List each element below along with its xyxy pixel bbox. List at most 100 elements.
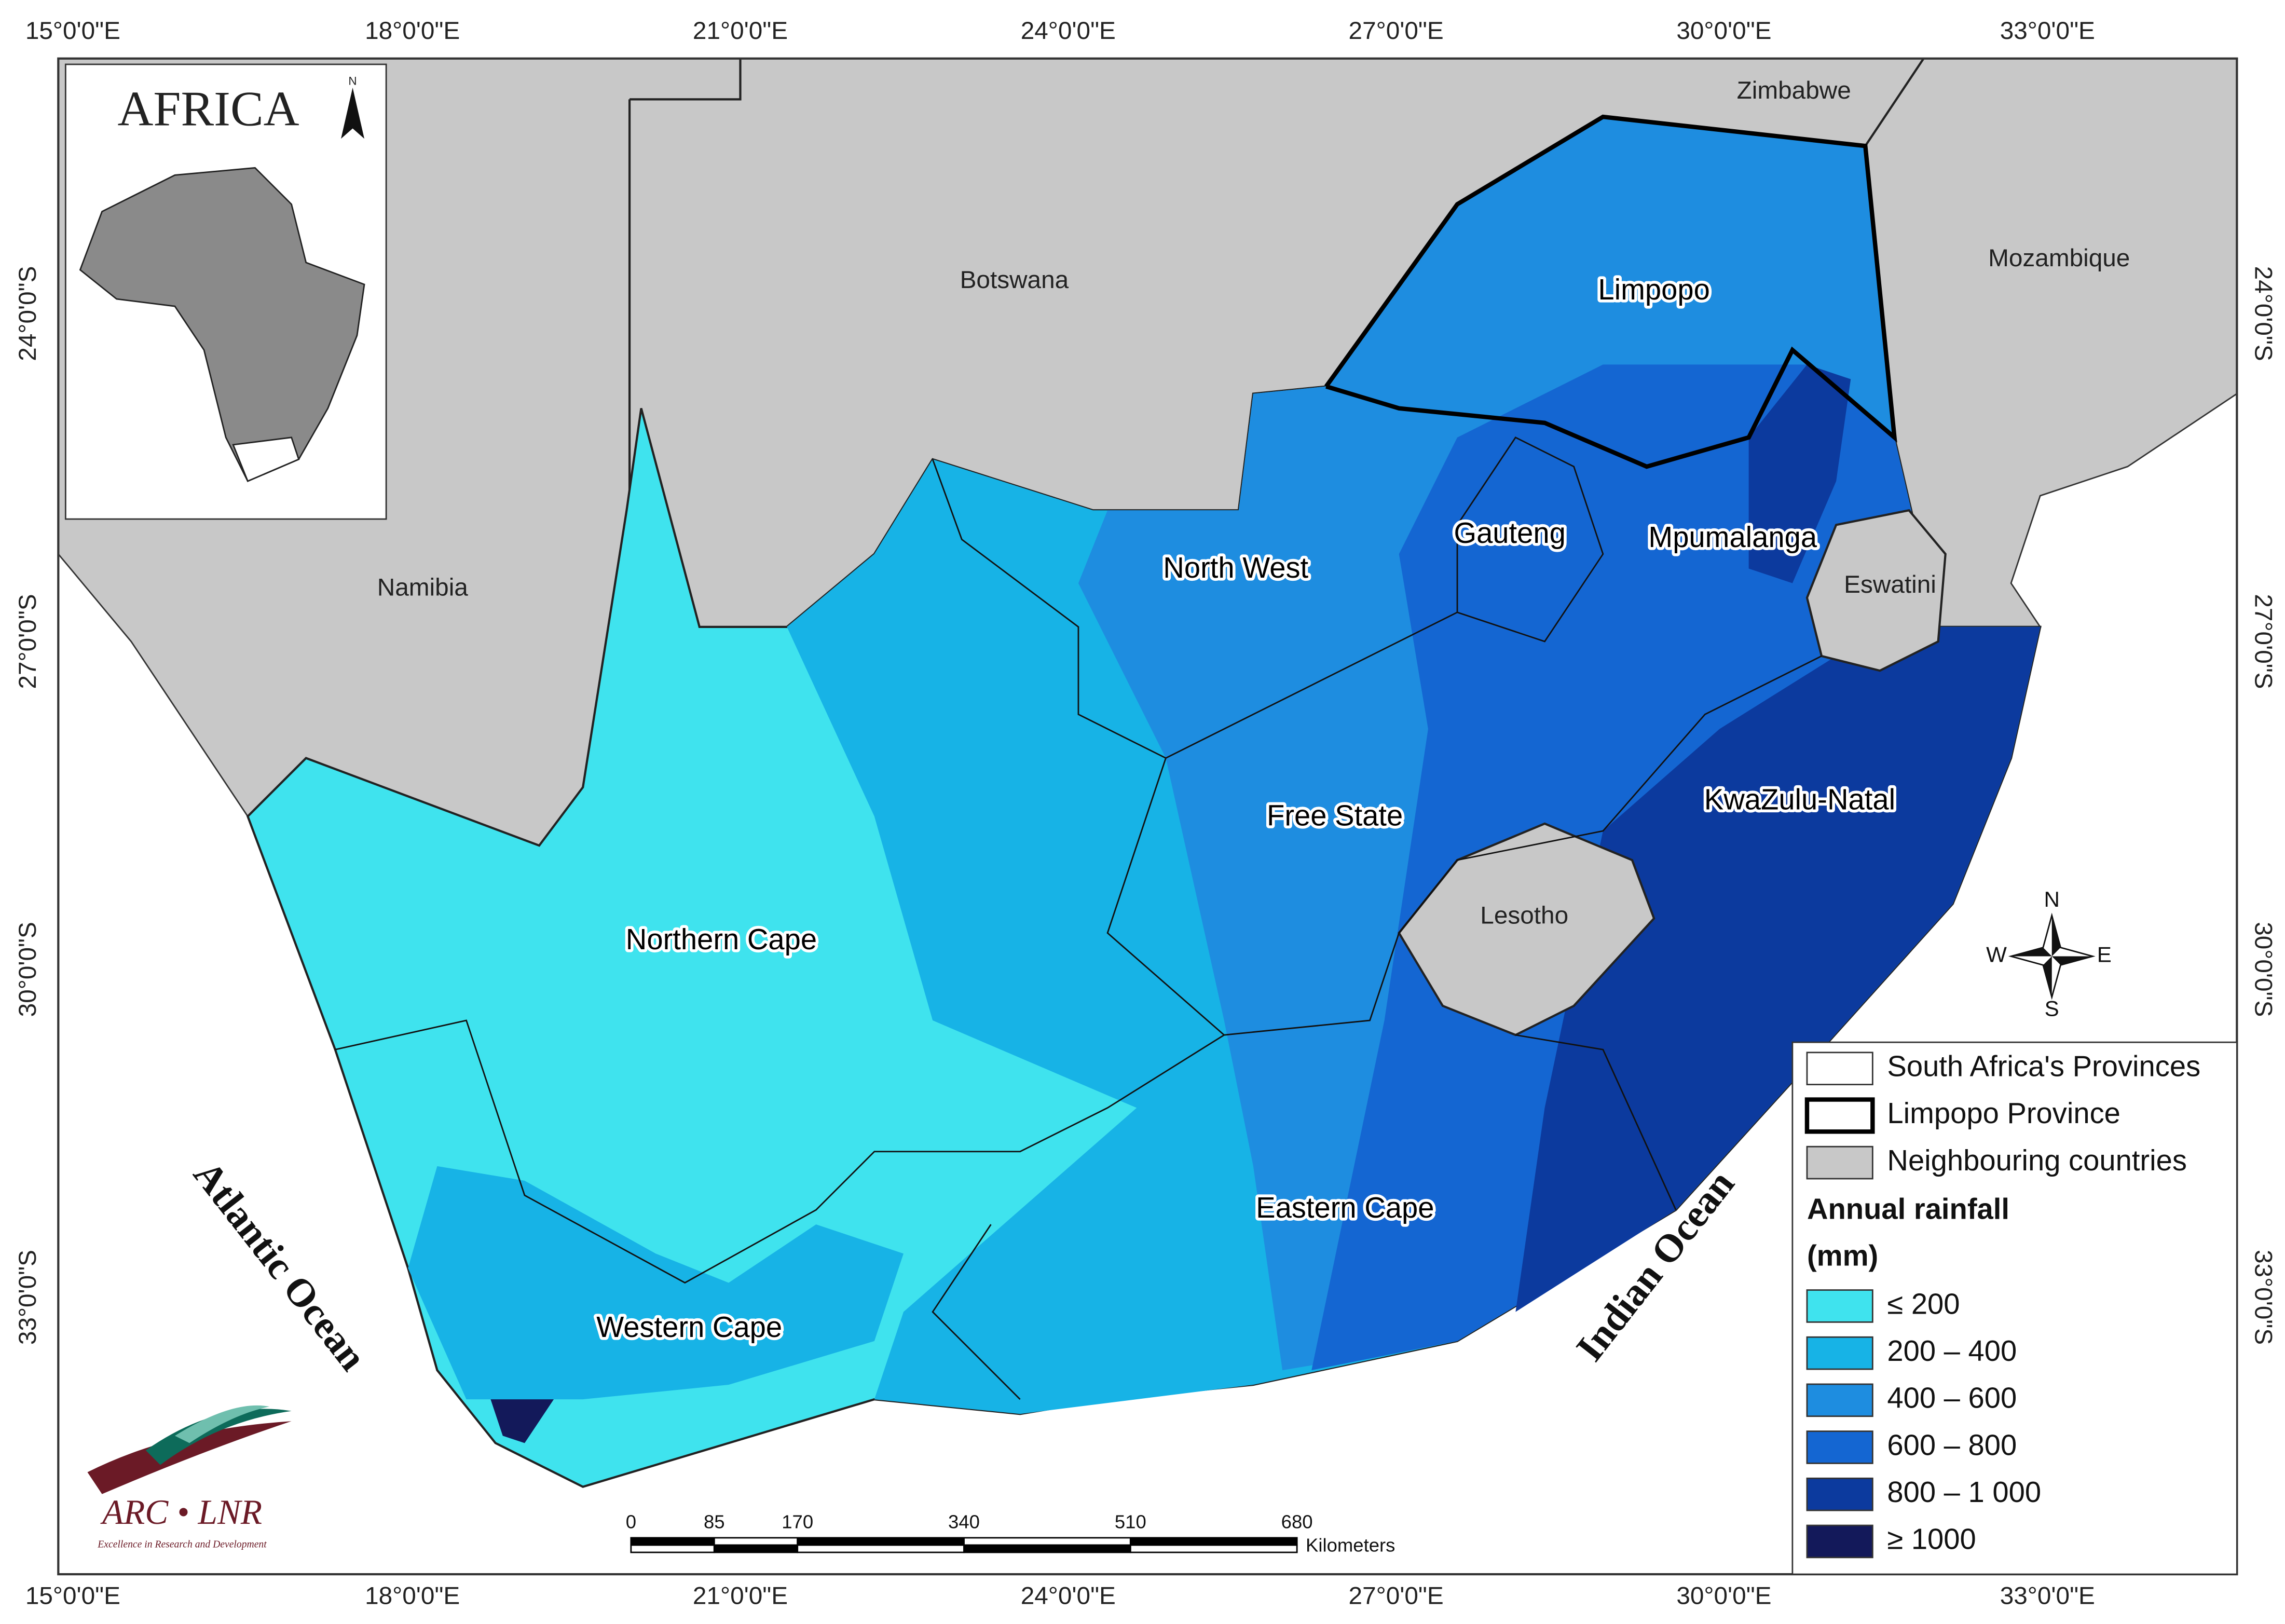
north-arrow (341, 87, 365, 139)
africa-shape (79, 167, 365, 482)
latitude-label: 33°0'0"S (2249, 1250, 2277, 1345)
latitude-label: 27°0'0"S (14, 594, 42, 689)
province-borders (335, 1019, 1225, 1284)
legend-swatch (1806, 1430, 1873, 1464)
province-label: North West (1163, 551, 1308, 584)
lesotho (1398, 822, 1655, 1036)
province-label: Northern Cape (626, 923, 817, 956)
country-label: Botswana (960, 266, 1069, 294)
rainfall-zone (408, 1166, 904, 1400)
country-label: Zimbabwe (1737, 77, 1851, 104)
province-borders (932, 436, 1604, 759)
country-label: Eswatini (1844, 571, 1936, 598)
province-label: Mpumalanga (1648, 521, 1817, 553)
longitude-label: 21°0'0"E (693, 1582, 788, 1610)
logo-name: ARC • LNR (100, 1493, 262, 1532)
legend-swatch (1806, 1524, 1873, 1559)
country-label: Mozambique (1988, 244, 2130, 272)
south-africa-inset (232, 436, 300, 482)
latitude-label: 24°0'0"S (2249, 266, 2277, 361)
latitude-label: 30°0'0"S (14, 922, 42, 1017)
legend-unit: (mm) (1807, 1239, 1878, 1272)
scale-label: 85 (704, 1511, 725, 1532)
legend-swatch (1806, 1052, 1873, 1086)
legend-label: 800 – 1 000 (1887, 1476, 2041, 1508)
eswatini (1805, 509, 1947, 672)
legend-label: 600 – 800 (1887, 1428, 2017, 1461)
province-borders (932, 1224, 1021, 1400)
longitude-label: 30°0'0"E (1676, 1582, 1771, 1610)
limpopo-border (1324, 114, 1897, 469)
longitude-label: 24°0'0"E (1021, 17, 1116, 45)
scale-segment (1129, 1544, 1298, 1553)
legend-label: ≥ 1000 (1887, 1523, 1976, 1555)
latitude-label: 24°0'0"S (14, 266, 42, 361)
scale-segment (797, 1544, 965, 1553)
legend-swatch (1806, 1477, 1873, 1511)
longitude-label: 21°0'0"E (693, 17, 788, 45)
province-label: Gauteng (1454, 516, 1565, 549)
legend-label: ≤ 200 (1887, 1287, 1960, 1320)
province-label: Free State (1267, 799, 1403, 832)
inset (64, 63, 387, 520)
province-label: Limpopo (1598, 273, 1709, 306)
scale-label: 340 (948, 1511, 980, 1532)
border (1864, 58, 1925, 147)
logo (87, 1405, 292, 1494)
rainfall-zone (1515, 626, 2041, 1312)
inset-title: AFRICA (117, 81, 299, 136)
logo-swoosh (87, 1421, 292, 1494)
border (630, 58, 742, 101)
longitude-label: 33°0'0"E (2000, 1582, 2095, 1610)
scale-unit: Kilometers (1306, 1534, 1395, 1555)
scale-segment (713, 1537, 799, 1546)
compass-letter: W (1986, 943, 2007, 967)
longitude-label: 15°0'0"E (25, 1582, 120, 1610)
longitude-label: 24°0'0"E (1021, 1582, 1116, 1610)
legend-swatch (1806, 1383, 1873, 1417)
scale-label: 170 (782, 1511, 813, 1532)
province-label: KwaZulu-Natal (1704, 783, 1895, 816)
legend-swatch (1804, 1097, 1875, 1134)
scale-segment (963, 1537, 1131, 1546)
scale-label: 680 (1281, 1511, 1313, 1532)
map-area (57, 58, 2238, 1488)
compass-letter: N (2044, 887, 2060, 911)
province-label: Eastern Cape (1256, 1191, 1434, 1224)
scale-segment (630, 1544, 715, 1553)
longitude-label: 18°0'0"E (365, 1582, 460, 1610)
compass-star (2011, 915, 2093, 998)
scale-segment (630, 1537, 715, 1546)
map-frame (57, 57, 2238, 1576)
country-label: Lesotho (1480, 902, 1568, 929)
legend-swatch (1806, 1145, 1873, 1180)
legend-label: Limpopo Province (1887, 1097, 2120, 1129)
compass-letter: E (2097, 943, 2112, 967)
compass-rose (2008, 912, 2096, 1000)
latitude-label: 33°0'0"S (14, 1250, 42, 1345)
scale-segment (1129, 1537, 1298, 1546)
legend-title: Annual rainfall (1807, 1193, 2009, 1225)
rainfall-zone (1748, 364, 1851, 583)
country-label: Namibia (377, 574, 468, 601)
logo-swoosh (174, 1405, 270, 1443)
province-borders (1106, 655, 1822, 1036)
legend-swatch (1806, 1289, 1873, 1323)
latitude-label: 30°0'0"S (2249, 922, 2277, 1017)
legend-label: South Africa's Provinces (1887, 1050, 2200, 1083)
longitude-label: 30°0'0"E (1676, 17, 1771, 45)
longitude-label: 27°0'0"E (1349, 1582, 1444, 1610)
scale-label: 0 (626, 1511, 636, 1532)
legend-label: 400 – 600 (1887, 1382, 2017, 1414)
scale-segment (713, 1544, 799, 1553)
longitude-label: 15°0'0"E (25, 17, 120, 45)
scale-segment (797, 1537, 965, 1546)
north-letter: N (348, 75, 357, 88)
scale-label: 510 (1115, 1511, 1146, 1532)
longitude-label: 27°0'0"E (1349, 17, 1444, 45)
longitude-label: 33°0'0"E (2000, 17, 2095, 45)
compass-letter: S (2045, 997, 2059, 1021)
legend-swatch (1806, 1336, 1873, 1370)
scale-segment (963, 1544, 1131, 1553)
